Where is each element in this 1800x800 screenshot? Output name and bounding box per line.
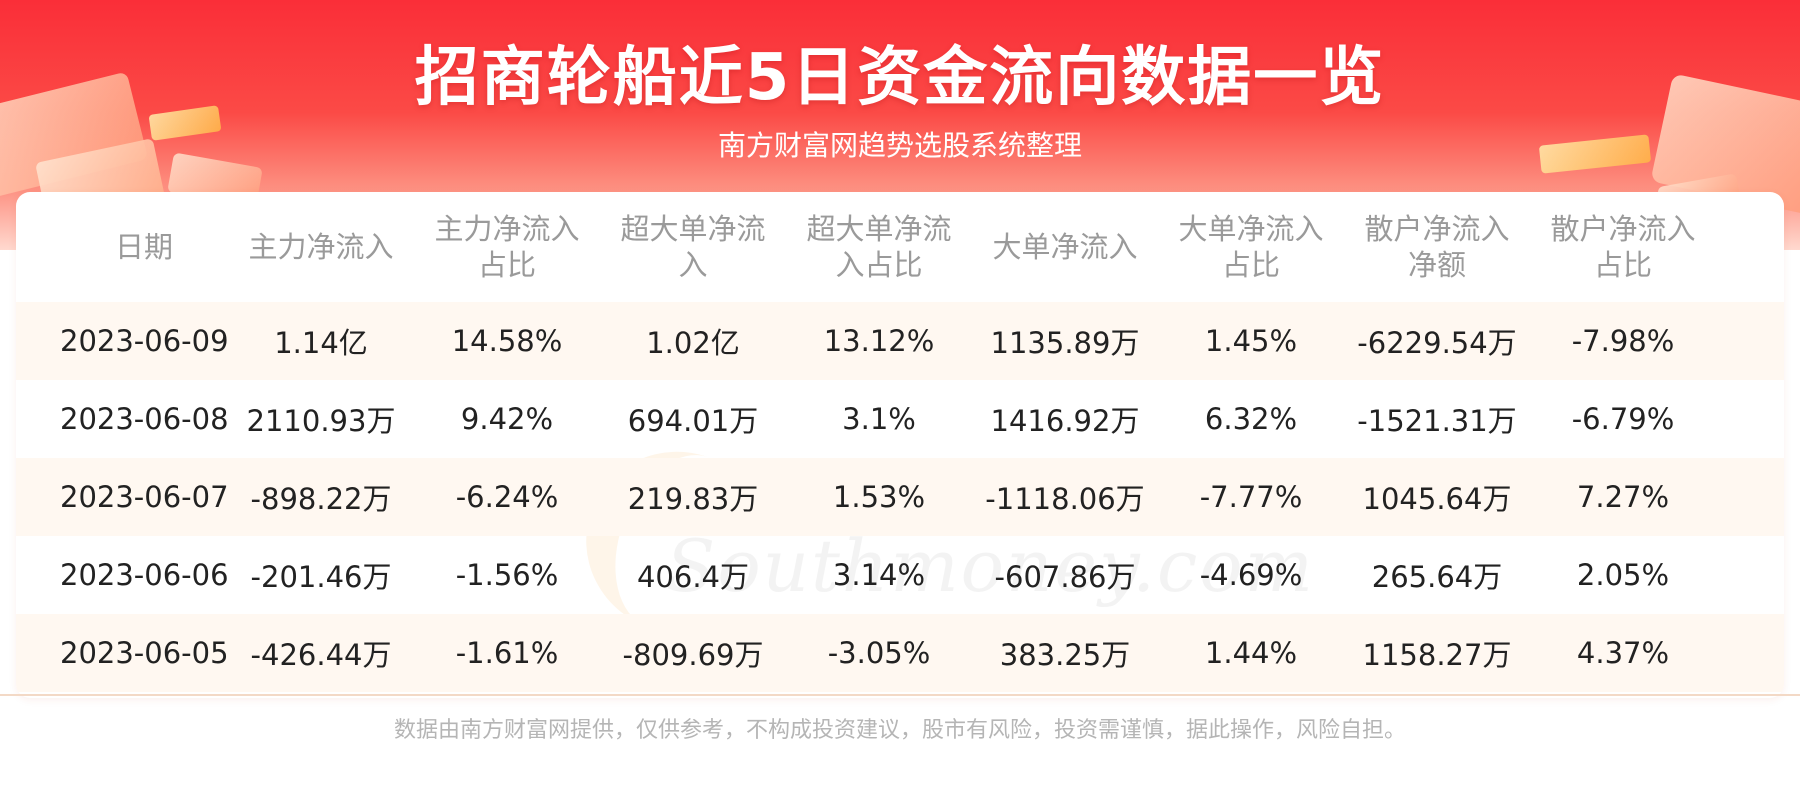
column-header: 散户净流入 净额: [1344, 211, 1530, 283]
table-row: 2023-06-08 2110.93万 9.42% 694.01万 3.1% 1416.9…: [16, 380, 1784, 458]
column-header: 主力净流入 占比: [414, 211, 600, 283]
value-cell: -4.69%: [1199, 558, 1303, 592]
value-cell: 1.02亿: [646, 326, 740, 360]
column-header-line: 主力净流入: [434, 212, 580, 246]
column-header-line: 散户净流入: [1364, 212, 1510, 246]
table-header-row: 日期 主力净流入 主力净流入 占比 超大单净流入超大单净流 入占比 大单净流入 大单净流入 占比…: [16, 192, 1784, 302]
column-header: 大单净流入: [972, 229, 1158, 265]
column-header-line: 入: [678, 248, 708, 282]
value-cell: 7.27%: [1576, 480, 1670, 514]
value-cell: -6229.54万: [1357, 326, 1517, 360]
value-cell: 1.45%: [1204, 324, 1298, 358]
date-cell: 2023-06-05: [60, 636, 229, 670]
table-body: 2023-06-09 1.14亿 14.58% 1.02亿 13.12% 1135.89万…: [16, 302, 1784, 692]
table-row: 2023-06-06 -201.46万 -1.56% 406.4万 3.14% -607.…: [16, 536, 1784, 614]
column-header: 日期: [60, 229, 228, 265]
column-header: 散户净流入 占比: [1530, 211, 1716, 283]
date-cell: 2023-06-09: [60, 324, 229, 358]
fund-flow-table: 日期 主力净流入 主力净流入 占比 超大单净流入超大单净流 入占比 大单净流入 大单净流入 占比…: [16, 192, 1784, 692]
value-cell: -1.61%: [455, 636, 559, 670]
value-cell: 2110.93万: [246, 404, 396, 438]
data-card: 南方财富网 Southmoney.com 日期主力净流入主力净流入占比超大单净流…: [16, 192, 1784, 698]
value-cell: -3.05%: [827, 636, 931, 670]
value-cell: 694.01万: [627, 404, 759, 438]
value-cell: 219.83万: [627, 482, 759, 516]
value-cell: 1135.89万: [990, 326, 1140, 360]
value-cell: 2.05%: [1576, 558, 1670, 592]
value-cell: -607.86万: [994, 560, 1136, 594]
column-header-line: 大单净流入: [992, 230, 1138, 264]
page-subtitle: 南方财富网趋势选股系统整理: [717, 129, 1082, 162]
table-row: 2023-06-09 1.14亿 14.58% 1.02亿 13.12% 1135.89万…: [16, 302, 1784, 380]
column-header-line: 日期: [114, 230, 173, 264]
value-cell: 13.12%: [823, 324, 935, 358]
value-cell: 4.37%: [1576, 636, 1670, 670]
value-cell: 1416.92万: [990, 404, 1140, 438]
value-cell: 1045.64万: [1362, 482, 1512, 516]
table-row: 2023-06-07 -898.22万 -6.24% 219.83万 1.53% -111…: [16, 458, 1784, 536]
column-header: 主力净流入: [228, 229, 414, 265]
value-cell: -426.44万: [250, 638, 392, 672]
value-cell: 1158.27万: [1362, 638, 1512, 672]
value-cell: -7.98%: [1571, 324, 1675, 358]
value-cell: 9.42%: [460, 402, 554, 436]
value-cell: -1118.06万: [985, 482, 1145, 516]
value-cell: 406.4万: [636, 560, 750, 594]
column-header-line: 散户净流入: [1550, 212, 1696, 246]
column-header-line: 大单净流入: [1178, 212, 1324, 246]
value-cell: 383.25万: [999, 638, 1131, 672]
value-cell: -1.56%: [455, 558, 559, 592]
table-row: 2023-06-05 -426.44万 -1.61% -809.69万 -3.05% 38…: [16, 614, 1784, 692]
column-header-line: 主力净流入: [248, 230, 394, 264]
value-cell: 1.14亿: [274, 326, 368, 360]
column-header: 大单净流入 占比: [1158, 211, 1344, 283]
value-cell: -898.22万: [250, 482, 392, 516]
value-cell: -6.79%: [1571, 402, 1675, 436]
column-header-line: 入占比: [835, 248, 923, 282]
column-header-line: 超大单净流: [620, 212, 766, 246]
value-cell: -7.77%: [1199, 480, 1303, 514]
column-header-line: 净额: [1407, 248, 1466, 282]
value-cell: -6.24%: [455, 480, 559, 514]
column-header: 超大单净流入: [600, 211, 786, 283]
date-cell: 2023-06-06: [60, 558, 229, 592]
column-header-line: 占比: [477, 248, 536, 282]
value-cell: 14.58%: [451, 324, 563, 358]
column-header-line: 占比: [1593, 248, 1652, 282]
value-cell: -809.69万: [622, 638, 764, 672]
value-cell: 3.1%: [842, 402, 916, 436]
date-cell: 2023-06-08: [60, 402, 229, 436]
value-cell: 1.53%: [832, 480, 926, 514]
value-cell: 1.44%: [1204, 636, 1298, 670]
date-cell: 2023-06-07: [60, 480, 229, 514]
value-cell: -1521.31万: [1357, 404, 1517, 438]
value-cell: 3.14%: [832, 558, 926, 592]
value-cell: -201.46万: [250, 560, 392, 594]
page-title: 招商轮船近5日资金流向数据一览: [414, 41, 1386, 115]
column-header: 超大单净流 入占比: [786, 211, 972, 283]
value-cell: 265.64万: [1371, 560, 1503, 594]
footer-divider: [0, 694, 1800, 696]
column-header-line: 超大单净流: [806, 212, 952, 246]
column-header-line: 占比: [1221, 248, 1280, 282]
disclaimer-text: 数据由南方财富网提供，仅供参考，不构成投资建议，股市有风险，投资需谨慎，据此操作…: [393, 718, 1406, 743]
value-cell: 6.32%: [1204, 402, 1298, 436]
